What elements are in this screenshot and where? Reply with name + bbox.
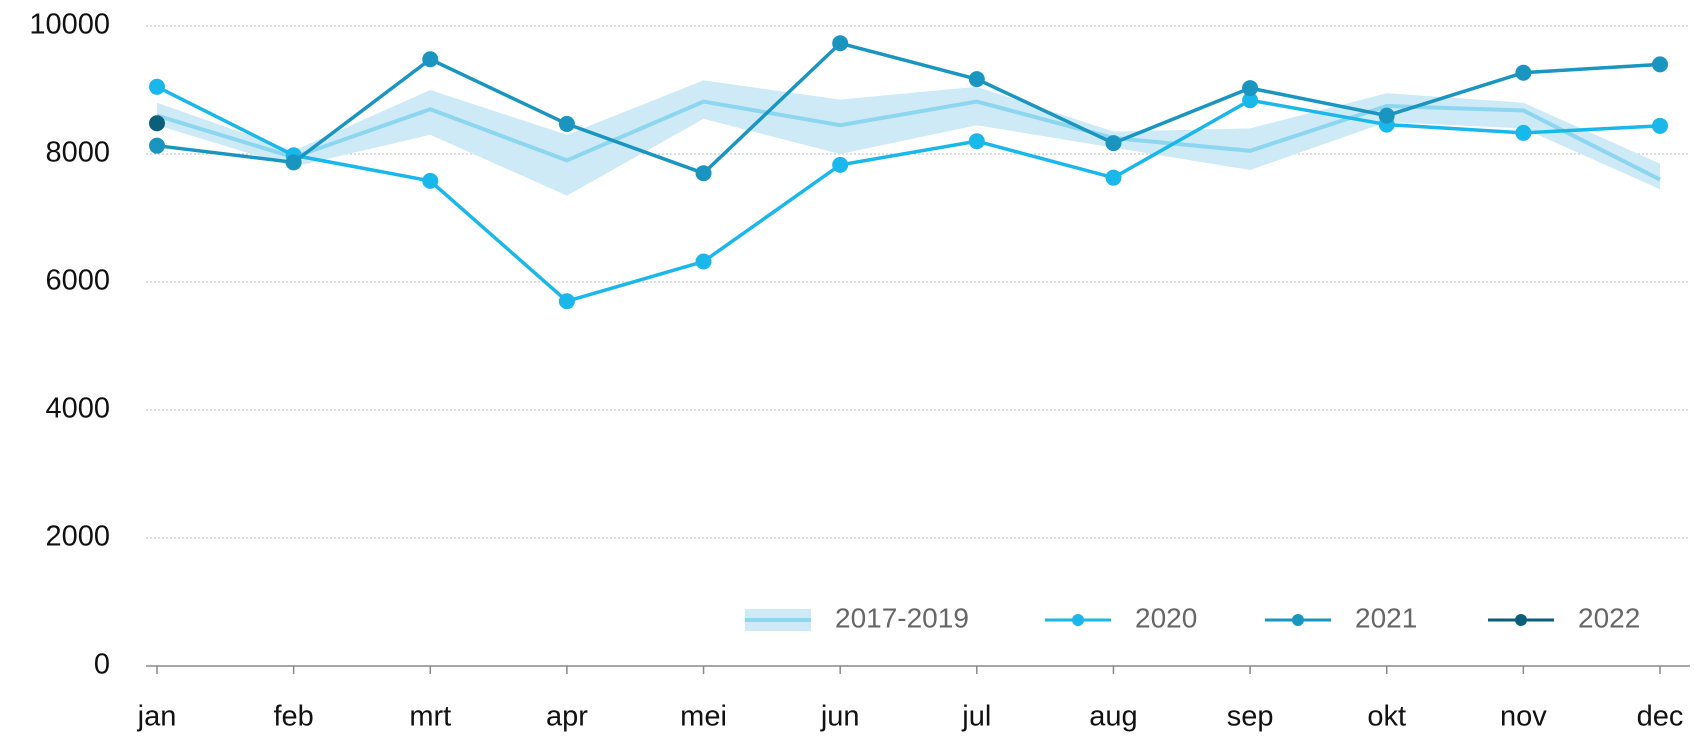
series-line [156, 41, 1661, 176]
legend-label: 2022 [1578, 602, 1640, 633]
point [1515, 64, 1532, 81]
point [1652, 56, 1668, 73]
point [1242, 80, 1259, 97]
point [422, 172, 439, 189]
point [1242, 92, 1259, 109]
y-tick-label: 8000 [45, 137, 110, 169]
x-tick-label: okt [1367, 701, 1406, 733]
y-tick-label: 10000 [29, 9, 110, 41]
y-tick-label: 0 [94, 649, 110, 681]
point [1515, 124, 1532, 141]
point [558, 293, 575, 310]
x-tick-label: jan [137, 701, 177, 733]
range-band [157, 80, 1660, 196]
point [968, 133, 985, 150]
y-tick-label: 6000 [45, 265, 110, 297]
x-tick-label: sep [1227, 701, 1274, 733]
series-line [156, 85, 1661, 304]
point [1105, 169, 1122, 186]
point [1105, 135, 1122, 152]
x-tick-label: feb [273, 701, 313, 733]
point [968, 71, 985, 88]
legend-label: 2021 [1355, 602, 1417, 633]
x-tick-label: apr [546, 701, 588, 733]
legend-swatch-dot [1515, 614, 1527, 626]
x-tick-label: nov [1500, 701, 1547, 733]
point [558, 115, 575, 132]
point [1378, 107, 1395, 124]
x-tick-label: jul [961, 701, 991, 733]
x-tick-label: aug [1089, 701, 1137, 733]
point [422, 51, 439, 68]
point [285, 154, 302, 171]
legend-label: 2017-2019 [835, 602, 969, 633]
x-tick-label: dec [1637, 701, 1684, 733]
legend-label: 2020 [1135, 602, 1197, 633]
point [149, 78, 165, 95]
legend-swatch-dot [1072, 614, 1084, 626]
y-tick-label: 4000 [45, 393, 110, 425]
point [149, 115, 165, 132]
point [695, 253, 712, 270]
point [695, 165, 712, 182]
x-tick-label: mei [680, 701, 727, 733]
y-tick-label: 2000 [45, 521, 110, 553]
point [832, 35, 849, 52]
x-tick-label: mrt [409, 701, 451, 733]
point [1652, 117, 1668, 134]
legend-swatch-dot [1292, 614, 1304, 626]
point [832, 156, 849, 173]
x-tick-label: jun [820, 701, 860, 733]
point [149, 137, 165, 154]
